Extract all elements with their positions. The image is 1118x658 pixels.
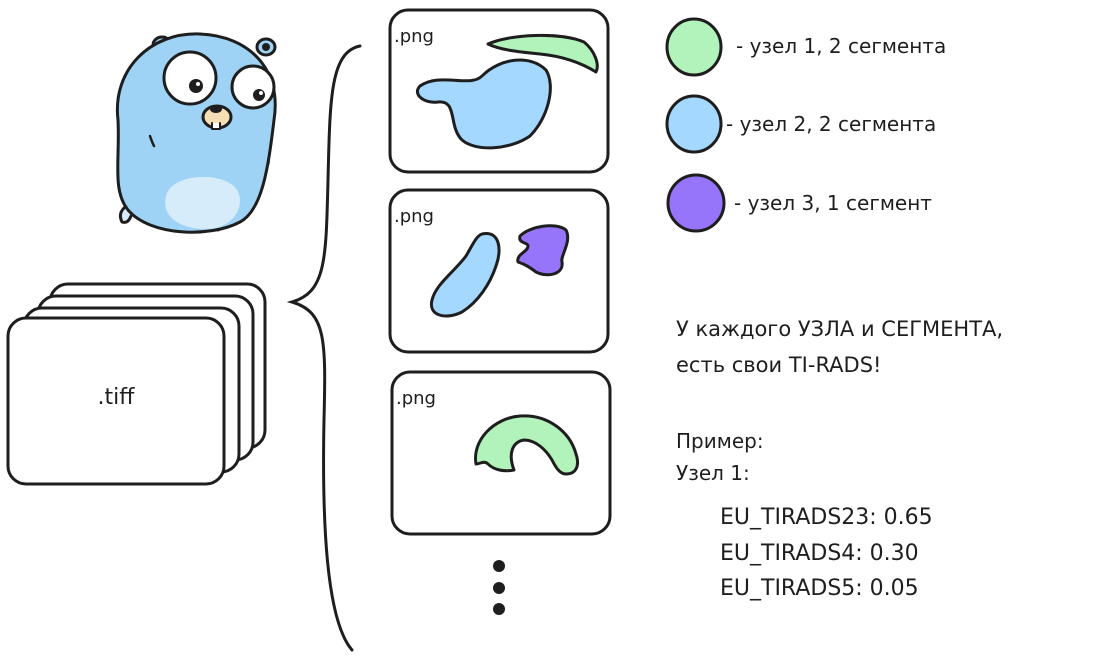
gopher-foot-left — [118, 206, 133, 224]
segment-node-1 — [486, 33, 599, 74]
legend-text: - узел 3, 1 сегмент — [734, 191, 932, 215]
legend-swatch — [665, 94, 723, 154]
legend-item-node-2: - узел 2, 2 сегмента — [665, 94, 936, 154]
png-label: .png — [394, 26, 434, 47]
legend-text: - узел 2, 2 сегмента — [726, 112, 936, 136]
tiff-page-front — [6, 316, 226, 486]
note-line-2: есть свои TI-RADS! — [676, 353, 881, 377]
gopher-nose — [210, 105, 222, 113]
legend-item-node-3: - узел 3, 1 сегмент — [666, 173, 932, 233]
png-label: .png — [394, 206, 434, 227]
note-line-1: У каждого УЗЛА и СЕГМЕНТА, — [676, 317, 1003, 341]
segment-node-2 — [415, 58, 552, 150]
legend-swatch — [665, 17, 723, 77]
tiff-stack — [6, 282, 267, 486]
segment-node-1 — [474, 414, 580, 476]
example-value-2: EU_TIRADS4: 0.30 — [720, 541, 919, 566]
gopher-belly — [165, 176, 240, 229]
example-node: Узел 1: — [676, 461, 750, 485]
more-frames-ellipsis — [493, 560, 505, 615]
segment-node-2 — [429, 232, 501, 318]
example-title: Пример: — [676, 429, 764, 453]
legend-item-node-1: - узел 1, 2 сегмента — [665, 17, 946, 77]
gopher-eye-right — [230, 64, 276, 110]
gopher-teeth — [211, 122, 221, 130]
example-value-3: EU_TIRADS5: 0.05 — [720, 576, 919, 601]
tiff-label: .tiff — [98, 385, 136, 410]
png-frame-1: .png — [388, 8, 610, 174]
legend-swatch — [666, 173, 726, 233]
legend-text: - узел 1, 2 сегмента — [736, 34, 946, 58]
gopher-eye-left — [162, 50, 218, 106]
curly-brace — [286, 44, 362, 652]
gopher-mascot — [115, 32, 277, 234]
segment-node-3 — [516, 224, 570, 277]
png-label: .png — [396, 388, 436, 409]
png-frame-2: .png — [388, 188, 610, 354]
legend: - узел 1, 2 сегмента - узел 2, 2 сегмент… — [665, 17, 946, 233]
png-frame-3: .png — [390, 370, 612, 536]
example-value-1: EU_TIRADS23: 0.65 — [720, 505, 933, 530]
